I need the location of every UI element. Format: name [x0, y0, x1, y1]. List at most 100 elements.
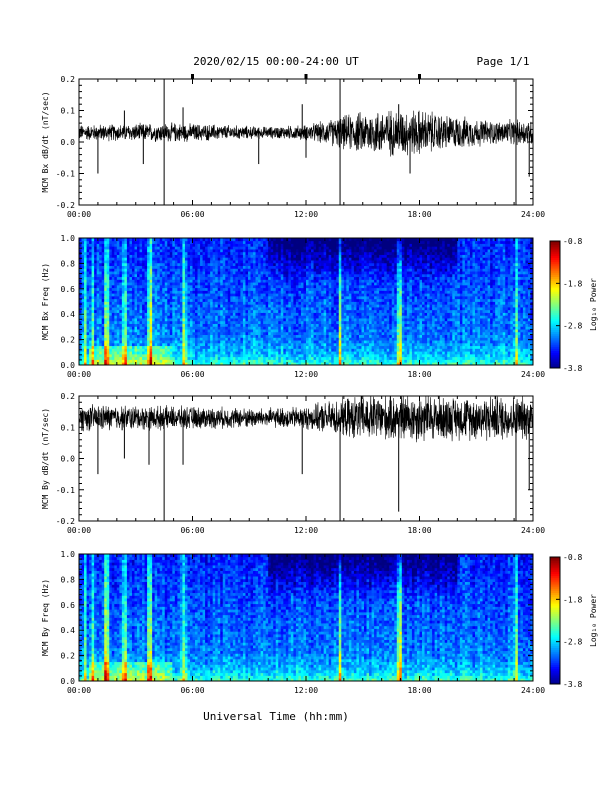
spectrogram-cell — [251, 359, 254, 362]
spectrogram-cell — [286, 302, 289, 305]
spectrogram-cell — [218, 326, 221, 329]
spectrogram-cell — [150, 326, 153, 329]
spectrogram-cell — [215, 271, 218, 274]
spectrogram-cell — [190, 277, 193, 280]
spectrogram-cell — [134, 304, 137, 307]
spectrogram-cell — [172, 315, 175, 318]
spectrogram-cell — [293, 324, 296, 327]
spectrogram-cell — [99, 282, 102, 285]
spectrogram-cell — [253, 332, 256, 335]
spectrogram-cell — [258, 324, 261, 327]
spectrogram-cell — [132, 263, 135, 266]
spectrogram-cell — [248, 271, 251, 274]
spectrogram-cell — [344, 277, 347, 280]
spectrogram-cell — [94, 299, 97, 302]
spectrogram-cell — [271, 318, 274, 321]
spectrogram-cell — [240, 244, 243, 247]
spectrogram-cell — [172, 277, 175, 280]
spectrogram-cell — [248, 302, 251, 305]
spectrogram-cell — [271, 332, 274, 335]
spectrogram-cell — [329, 343, 332, 346]
spectrogram-cell — [309, 359, 312, 362]
spectrogram-cell — [182, 343, 185, 346]
spectrogram-cell — [200, 296, 203, 299]
spectrogram-cell — [341, 310, 344, 313]
spectrogram-cell — [309, 288, 312, 291]
spectrogram-cell — [180, 274, 183, 277]
spectrogram-cell — [336, 288, 339, 291]
spectrogram-cell — [248, 315, 251, 318]
trace-group — [79, 73, 533, 208]
spectrogram-cell — [87, 343, 90, 346]
spectrogram-cell — [117, 246, 120, 249]
spectrogram-cell — [276, 340, 279, 343]
spectrogram-cell — [314, 293, 317, 296]
spectrogram-cell — [137, 299, 140, 302]
spectrogram-cell — [134, 252, 137, 255]
spectrogram-cell — [142, 277, 145, 280]
spectrogram-cell — [122, 304, 125, 307]
spectrogram-cell — [140, 290, 143, 293]
spectrogram-cell — [281, 348, 284, 351]
spectrogram-cell — [223, 257, 226, 260]
spectrogram-cell — [84, 255, 87, 258]
spectrogram-cell — [185, 313, 188, 316]
spectrogram-cell — [185, 257, 188, 260]
spectrogram-cell — [316, 359, 319, 362]
spectrogram-cell — [82, 244, 85, 247]
spectrogram-cell — [248, 252, 251, 255]
spectrogram-cell — [142, 252, 145, 255]
spectrogram-cell — [281, 271, 284, 274]
spectrogram-cell — [114, 351, 117, 354]
spectrogram-cell — [266, 252, 269, 255]
spectrogram-cell — [298, 332, 301, 335]
spectrogram-cell — [102, 279, 105, 282]
spectrogram-cell — [102, 246, 105, 249]
spectrogram-cell — [258, 257, 261, 260]
spectrogram-cell — [291, 318, 294, 321]
spectrogram-cell — [89, 257, 92, 260]
spectrogram-cell — [200, 359, 203, 362]
spectrogram-cell — [200, 315, 203, 318]
spectrogram-cell — [94, 282, 97, 285]
spectrogram-cell — [195, 263, 198, 266]
spectrogram-cell — [155, 293, 158, 296]
spectrogram-cell — [84, 288, 87, 291]
spectrogram-cell — [172, 257, 175, 260]
spectrogram-cell — [203, 343, 206, 346]
spectrogram-cell — [172, 343, 175, 346]
spectrogram-cell — [248, 324, 251, 327]
spectrogram-cell — [137, 324, 140, 327]
spectrogram-cell — [291, 346, 294, 349]
spectrogram-cell — [109, 290, 112, 293]
spectrogram-cell — [220, 337, 223, 340]
spectrogram-cell — [208, 337, 211, 340]
spectrogram-cell — [155, 279, 158, 282]
spectrogram-cell — [225, 266, 228, 269]
spectrogram-cell — [261, 260, 264, 263]
spectrogram-cell — [324, 260, 327, 263]
spectrogram-cell — [286, 277, 289, 280]
spectrogram-cell — [298, 321, 301, 324]
spectrogram-cell — [92, 260, 95, 263]
spectrogram-cell — [99, 343, 102, 346]
spectrogram-cell — [291, 296, 294, 299]
spectrogram-cell — [155, 346, 158, 349]
spectrogram-cell — [162, 348, 165, 351]
spectrogram-cell — [273, 304, 276, 307]
spectrogram-cell — [137, 282, 140, 285]
spectrogram-cell — [129, 313, 132, 316]
spectrogram-cell — [314, 296, 317, 299]
spectrogram-cell — [109, 293, 112, 296]
spectrogram-cell — [84, 252, 87, 255]
spectrogram-cell — [326, 337, 329, 340]
spectrogram-cell — [187, 246, 190, 249]
spectrogram-cell — [129, 263, 132, 266]
spectrogram-cell — [303, 249, 306, 252]
spectrogram-cell — [223, 321, 226, 324]
spectrogram-cell — [220, 340, 223, 343]
spectrogram-cell — [321, 290, 324, 293]
spectrogram-cell — [203, 332, 206, 335]
spectrogram-cell — [213, 324, 216, 327]
spectrogram-cell — [218, 288, 221, 291]
